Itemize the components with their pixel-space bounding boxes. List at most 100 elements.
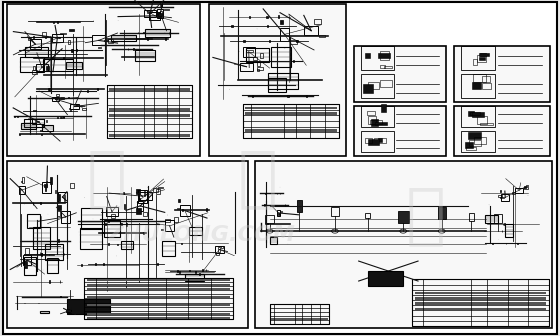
- Bar: [58, 192, 67, 202]
- Bar: [71, 49, 72, 51]
- Bar: [21, 180, 22, 182]
- Bar: [361, 46, 394, 70]
- Bar: [278, 15, 279, 18]
- Bar: [99, 47, 101, 48]
- Bar: [202, 269, 203, 271]
- Bar: [380, 80, 393, 87]
- Bar: [415, 307, 546, 310]
- Bar: [95, 263, 96, 265]
- Bar: [271, 318, 328, 320]
- Bar: [181, 243, 182, 244]
- Bar: [380, 51, 389, 59]
- Bar: [368, 139, 379, 145]
- Bar: [64, 195, 66, 202]
- Bar: [69, 108, 70, 109]
- Bar: [138, 190, 147, 203]
- Bar: [87, 304, 230, 306]
- Text: 龙: 龙: [237, 145, 278, 211]
- Bar: [243, 47, 255, 57]
- Bar: [68, 97, 69, 98]
- Bar: [515, 188, 524, 193]
- Bar: [52, 34, 63, 42]
- Bar: [162, 241, 175, 256]
- Bar: [472, 82, 481, 89]
- Bar: [87, 313, 230, 314]
- Bar: [161, 229, 163, 230]
- Bar: [380, 65, 385, 68]
- Bar: [63, 57, 64, 58]
- Bar: [136, 208, 142, 214]
- Bar: [47, 258, 58, 274]
- Bar: [365, 53, 370, 58]
- Bar: [504, 223, 505, 225]
- Bar: [43, 125, 53, 131]
- Bar: [266, 16, 268, 17]
- Bar: [185, 274, 204, 281]
- Bar: [111, 214, 115, 218]
- Bar: [178, 199, 180, 202]
- Bar: [109, 108, 190, 111]
- Bar: [257, 62, 260, 66]
- Bar: [70, 110, 71, 111]
- Bar: [482, 83, 491, 89]
- Bar: [92, 36, 105, 45]
- Bar: [525, 185, 528, 186]
- Bar: [260, 53, 263, 58]
- Bar: [43, 59, 73, 72]
- Bar: [111, 35, 137, 41]
- Bar: [253, 57, 256, 60]
- Bar: [55, 190, 57, 193]
- Bar: [136, 189, 140, 194]
- Bar: [87, 317, 230, 319]
- Bar: [468, 132, 481, 139]
- Bar: [21, 123, 36, 129]
- Bar: [82, 108, 86, 110]
- Bar: [109, 114, 190, 117]
- Bar: [153, 188, 158, 192]
- Bar: [87, 90, 88, 91]
- Bar: [158, 17, 162, 18]
- Bar: [120, 223, 122, 225]
- Bar: [461, 106, 495, 127]
- Bar: [87, 284, 230, 286]
- Bar: [189, 227, 202, 235]
- Bar: [35, 121, 39, 122]
- Bar: [107, 85, 192, 138]
- Bar: [157, 263, 158, 265]
- Bar: [44, 184, 47, 186]
- Bar: [465, 141, 473, 148]
- Bar: [524, 187, 529, 189]
- Bar: [469, 112, 474, 117]
- Bar: [477, 116, 487, 124]
- Bar: [177, 269, 178, 271]
- Bar: [374, 138, 386, 143]
- Bar: [271, 47, 291, 67]
- Bar: [245, 113, 337, 115]
- Bar: [33, 110, 34, 111]
- Bar: [49, 88, 51, 90]
- Bar: [306, 95, 307, 97]
- Bar: [42, 182, 52, 193]
- Bar: [45, 244, 63, 260]
- Bar: [14, 116, 15, 117]
- Bar: [42, 32, 46, 36]
- Bar: [370, 120, 382, 124]
- Bar: [270, 237, 277, 244]
- Bar: [124, 204, 125, 209]
- Bar: [24, 257, 36, 275]
- Bar: [319, 35, 325, 37]
- Bar: [57, 22, 58, 23]
- Bar: [25, 47, 48, 57]
- Bar: [157, 13, 160, 16]
- Bar: [105, 223, 106, 225]
- Bar: [57, 195, 60, 201]
- Bar: [246, 50, 253, 52]
- Bar: [143, 212, 147, 216]
- Bar: [256, 69, 259, 71]
- Bar: [472, 112, 484, 117]
- Bar: [33, 66, 35, 70]
- Bar: [280, 20, 283, 24]
- Bar: [17, 116, 18, 117]
- Bar: [280, 28, 289, 41]
- Bar: [412, 279, 549, 326]
